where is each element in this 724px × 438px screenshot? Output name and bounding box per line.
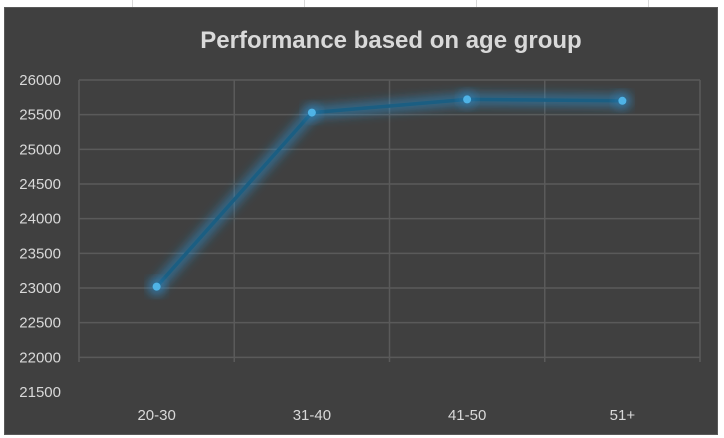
y-tick-label: 22500 (19, 315, 61, 332)
x-axis-tick-labels: 20-30 31-40 41-50 51+ (137, 407, 635, 424)
gridlines (78, 79, 701, 362)
y-tick-label: 23500 (19, 245, 61, 262)
y-tick-label: 26000 (19, 72, 61, 89)
data-point[interactable] (463, 95, 472, 104)
data-point[interactable] (152, 282, 161, 291)
data-point[interactable] (307, 108, 316, 117)
line-chart: Performance based on age group 21500 2200… (19, 27, 701, 424)
y-axis-tick-labels: 21500 22000 22500 23000 23500 24000 24500 25000… (19, 72, 61, 401)
y-tick-label: 22000 (19, 349, 61, 366)
column-divider (132, 0, 133, 7)
series-line (154, 97, 625, 289)
column-divider (304, 0, 305, 7)
data-point[interactable] (618, 96, 627, 105)
column-divider (648, 0, 649, 7)
x-tick-label: 41-50 (448, 407, 486, 424)
y-tick-label: 25000 (19, 141, 61, 158)
column-divider (476, 0, 477, 7)
chart-area[interactable]: Performance based on age group 21500 2200… (4, 7, 718, 435)
x-tick-label: 31-40 (293, 407, 331, 424)
y-tick-label: 24000 (19, 211, 61, 228)
y-tick-label: 24500 (19, 176, 61, 193)
x-tick-label: 51+ (610, 407, 636, 424)
x-tick-label: 20-30 (137, 407, 175, 424)
series-layer (147, 90, 632, 296)
chart-title: Performance based on age group (200, 27, 581, 54)
y-tick-label: 23000 (19, 280, 61, 297)
y-tick-label: 21500 (19, 384, 61, 401)
y-tick-label: 25500 (19, 107, 61, 124)
